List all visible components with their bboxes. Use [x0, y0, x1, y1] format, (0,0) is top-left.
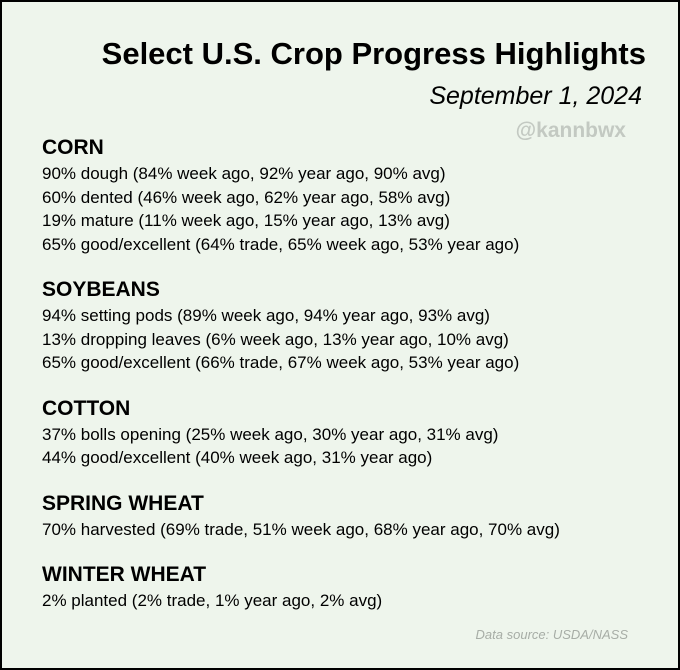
section-corn: CORN 90% dough (84% week ago, 92% year a… [42, 134, 652, 256]
stat-line: 19% mature (11% week ago, 15% year ago, … [42, 211, 450, 230]
stat-line: 65% good/excellent (64% trade, 65% week … [42, 234, 520, 254]
stat-line: 2% planted (2% trade, 1% year ago, 2% av… [42, 591, 383, 610]
stat-line: 65% good/excellent (66% trade, 67% week … [42, 353, 520, 372]
crop-sections: CORN 90% dough (84% week ago, 92% year a… [42, 134, 652, 633]
stat-line: 60% dented (46% week ago, 62% year ago, … [42, 187, 451, 207]
stat-line: 94% setting pods (89% week ago, 94% year… [42, 306, 490, 325]
section-heading: WINTER WHEAT [42, 563, 207, 586]
section-heading: CORN [42, 136, 104, 159]
section-winter-wheat: WINTER WHEAT 2% planted (2% trade, 1% ye… [42, 561, 652, 613]
data-source-note: Data source: USDA/NASS [475, 627, 628, 642]
section-heading: SPRING WHEAT [42, 491, 204, 515]
section-heading: COTTON [42, 396, 131, 420]
page-title: Select U.S. Crop Progress Highlights [101, 36, 646, 71]
report-date: September 1, 2024 [429, 82, 642, 110]
author-handle: @kannbwx [515, 119, 626, 142]
section-spring-wheat: SPRING WHEAT 70% harvested (69% trade, 5… [42, 490, 652, 542]
stat-line: 37% bolls opening (25% week ago, 30% yea… [42, 424, 499, 444]
stat-line: 13% dropping leaves (6% week ago, 13% ye… [42, 329, 509, 349]
section-soybeans: SOYBEANS 94% setting pods (89% week ago,… [42, 276, 652, 375]
stat-line: 90% dough (84% week ago, 92% year ago, 9… [42, 164, 446, 183]
section-heading: SOYBEANS [42, 278, 160, 301]
stat-line: 44% good/excellent (40% week ago, 31% ye… [42, 448, 433, 467]
stat-line: 70% harvested (69% trade, 51% week ago, … [42, 519, 560, 539]
section-cotton: COTTON 37% bolls opening (25% week ago, … [42, 395, 652, 470]
